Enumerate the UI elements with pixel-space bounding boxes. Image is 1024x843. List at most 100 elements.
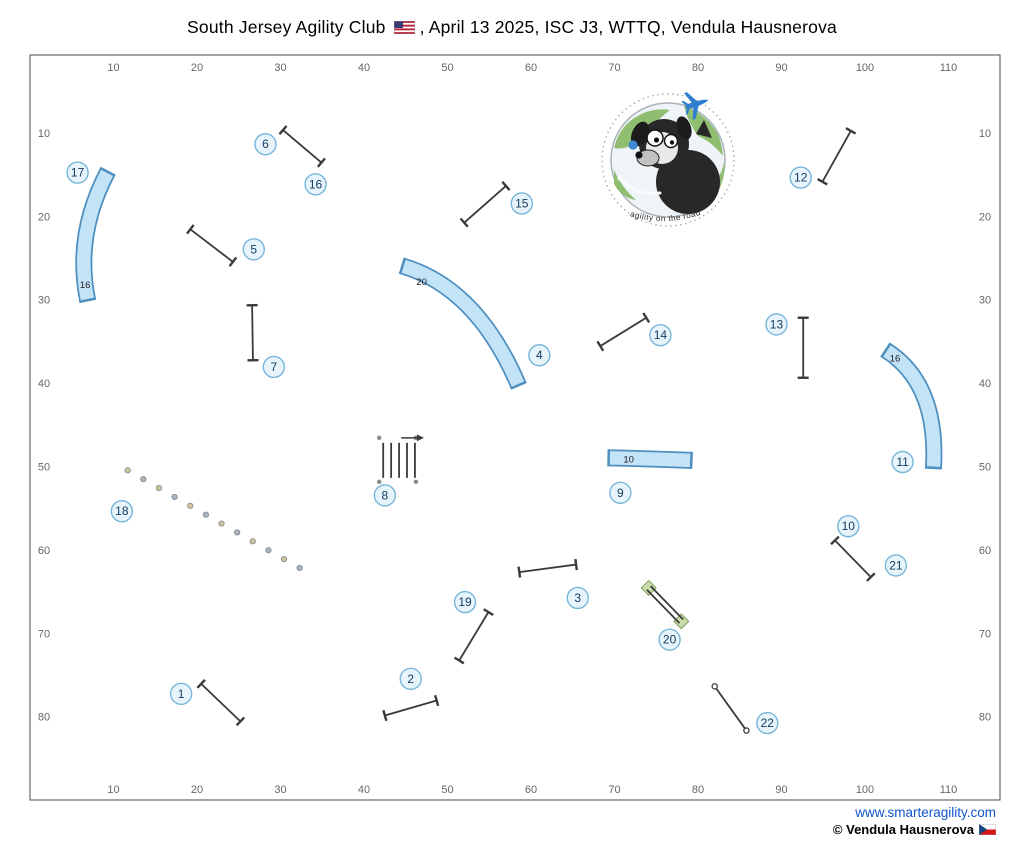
jump-wing (483, 608, 494, 616)
jump-wing (186, 224, 195, 235)
obstacle-jump-13 (797, 316, 809, 379)
jump-wing (596, 340, 605, 352)
number-label-3: 3 (566, 586, 589, 610)
number-text: 2 (407, 672, 414, 686)
jump-bar (519, 563, 577, 573)
number-circle (658, 628, 681, 651)
y-tick-right: 80 (979, 712, 991, 724)
course-border (29, 54, 1001, 801)
jump-bar (458, 611, 490, 661)
weave-pole (171, 493, 178, 501)
number-label-17: 17 (66, 161, 89, 184)
y-tick-left: 40 (38, 378, 50, 390)
y-tick-left: 30 (38, 295, 50, 307)
number-text: 6 (262, 137, 269, 151)
number-label-2: 2 (399, 667, 422, 691)
obstacle-tunnel-11: 16 (880, 342, 943, 470)
website-link[interactable]: www.smarteragility.com (855, 804, 996, 820)
corner-pole (377, 435, 382, 441)
number-text: 4 (536, 348, 543, 362)
x-tick-bottom: 40 (358, 784, 370, 796)
number-label-9: 9 (609, 481, 632, 505)
number-circle (453, 590, 477, 614)
title-club-name: South Jersey Agility Club (187, 17, 386, 37)
number-circle (789, 166, 812, 189)
tunnel-end-ring (398, 257, 407, 275)
x-tick-top: 40 (358, 62, 370, 74)
jump-bar (251, 305, 254, 361)
obstacle-jump-2 (382, 694, 440, 722)
number-text: 22 (761, 716, 775, 730)
number-circle (528, 344, 551, 367)
y-tick-right: 30 (979, 295, 991, 307)
number-text: 13 (770, 317, 784, 331)
obstacle-jump-15 (459, 181, 511, 228)
number-label-6: 6 (254, 133, 277, 156)
tunnel-length-label: 20 (416, 277, 427, 288)
number-label-16: 16 (304, 173, 327, 196)
x-tick-bottom: 80 (692, 784, 704, 796)
number-circle (399, 667, 422, 691)
y-tick-right: 50 (979, 462, 991, 474)
x-tick-bottom: 10 (107, 784, 119, 796)
number-circle (169, 682, 193, 706)
double-bar (646, 589, 681, 624)
jump-wing (433, 694, 440, 707)
jump-wing (278, 125, 288, 136)
jump-wing (235, 716, 246, 727)
jump-wing (459, 217, 469, 228)
number-label-11: 11 (891, 450, 914, 474)
y-tick-left: 20 (38, 211, 50, 223)
number-text: 21 (889, 558, 903, 572)
number-label-20: 20 (658, 628, 681, 651)
y-tick-right: 40 (979, 378, 991, 390)
double-bar (649, 585, 684, 621)
number-label-15: 15 (510, 192, 534, 215)
number-circle (254, 133, 277, 156)
corner-pole (377, 479, 382, 485)
x-tick-top: 100 (856, 62, 874, 74)
number-text: 15 (515, 196, 529, 210)
number-text: 9 (617, 486, 624, 500)
obstacle-jump-3 (517, 558, 579, 578)
number-text: 12 (794, 171, 808, 185)
x-tick-bottom: 110 (940, 784, 958, 796)
jump-wing (574, 558, 579, 571)
obstacle-jump-7 (246, 303, 259, 362)
jump-wing (316, 157, 326, 168)
number-label-7: 7 (262, 355, 286, 379)
obstacle-jump-6 (278, 125, 326, 168)
tunnel-end-ring (689, 451, 693, 469)
jump-bar (200, 683, 242, 723)
x-tick-top: 90 (775, 62, 787, 74)
y-tick-left: 50 (38, 462, 50, 474)
number-circle (891, 450, 914, 474)
jump-wing (501, 181, 511, 191)
tunnel-body (400, 259, 525, 388)
title-event-info: , April 13 2025, ISC J3, WTTQ, Vendula H… (419, 17, 837, 37)
jump-bar (599, 316, 647, 347)
number-label-5: 5 (242, 238, 265, 261)
direction-arrow-head (416, 434, 424, 442)
number-label-13: 13 (765, 313, 788, 336)
jump-wing (228, 256, 238, 267)
jump-bar (384, 699, 437, 717)
number-text: 3 (574, 591, 581, 605)
tunnel-end-ring (79, 297, 97, 304)
double-jump-wing (640, 579, 657, 596)
course-grid: 10 10 20 20 30 30 40 40 50 50 60 60 70 70 80 80 90 90 100 1… (29, 54, 1001, 801)
weave-pole (234, 529, 241, 536)
number-text: 7 (270, 360, 277, 374)
tunnel-end-ring (924, 466, 943, 470)
number-text: 11 (896, 455, 909, 469)
weave-pole (202, 511, 209, 518)
jump-wing (743, 727, 750, 734)
number-text: 18 (115, 504, 129, 518)
jump-bar (282, 129, 322, 164)
tunnel-length-label: 16 (80, 280, 91, 291)
number-circle (373, 484, 397, 507)
x-tick-top: 110 (940, 62, 958, 74)
x-tick-top: 50 (441, 62, 453, 74)
